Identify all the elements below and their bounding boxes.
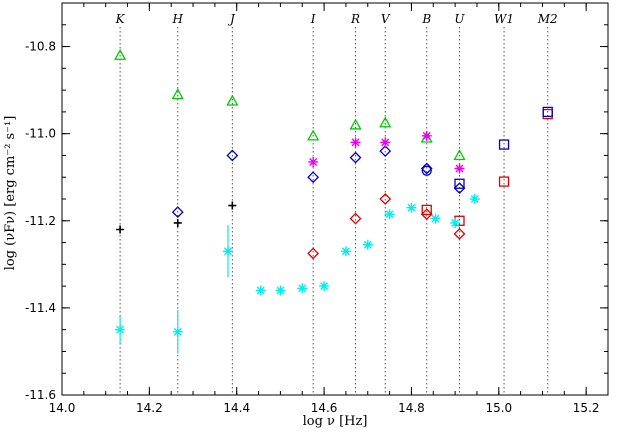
triangle-marker bbox=[171, 88, 184, 100]
x-tick-label: 14.8 bbox=[398, 401, 425, 415]
diamond-marker bbox=[226, 149, 239, 162]
asterisk-marker bbox=[450, 217, 461, 228]
asterisk-marker bbox=[222, 246, 233, 257]
asterisk-marker bbox=[430, 213, 441, 224]
band-label: V bbox=[381, 12, 391, 26]
diamond-marker bbox=[307, 171, 320, 184]
plus-marker bbox=[116, 225, 125, 234]
band-label: B bbox=[421, 12, 431, 26]
band-label: J bbox=[227, 12, 236, 26]
triangle-marker bbox=[307, 129, 320, 141]
y-tick-label: -11.4 bbox=[25, 301, 56, 315]
band-label: U bbox=[454, 12, 465, 26]
triangle-marker bbox=[349, 118, 362, 130]
circle-marker bbox=[421, 165, 432, 176]
band-label: K bbox=[115, 12, 126, 26]
diamond-marker bbox=[379, 145, 392, 158]
triangle-marker bbox=[453, 149, 466, 161]
asterisk-marker bbox=[297, 283, 308, 294]
x-tick-label: 14.6 bbox=[311, 401, 338, 415]
square-marker bbox=[542, 108, 553, 120]
x-tick-label: 15.2 bbox=[573, 401, 600, 415]
axis-ticks: 14.0 14.2 14.4 14.6 14.8 15.0 15.2 -11.6 -11.4 -1… bbox=[25, 2, 609, 415]
asterisk-marker bbox=[380, 137, 391, 148]
asterisk-marker bbox=[340, 246, 351, 257]
asterisk-marker bbox=[308, 156, 319, 167]
asterisk-marker bbox=[454, 163, 465, 174]
square-marker bbox=[454, 178, 465, 189]
band-label: R bbox=[350, 12, 360, 26]
diamond-marker bbox=[349, 151, 362, 164]
diamond-marker bbox=[379, 193, 392, 205]
asterisk-marker bbox=[115, 324, 126, 335]
band-lines: K H J I R V B U W1 M2 bbox=[115, 12, 558, 395]
asterisk-marker bbox=[172, 326, 183, 337]
band-label: I bbox=[310, 12, 316, 26]
diamond-marker bbox=[420, 208, 433, 221]
diamond-marker bbox=[171, 206, 184, 218]
triangle-marker bbox=[226, 94, 239, 106]
x-tick-label: 14.0 bbox=[49, 401, 76, 415]
asterisk-marker bbox=[275, 285, 286, 296]
asterisk-marker bbox=[384, 209, 395, 220]
y-tick-label: -11.6 bbox=[25, 388, 56, 402]
band-label: W1 bbox=[494, 12, 514, 26]
square-marker bbox=[542, 106, 553, 118]
triangle-marker bbox=[113, 48, 127, 60]
square-marker bbox=[421, 204, 432, 216]
diamond-marker bbox=[349, 212, 362, 225]
x-tick-label: 14.2 bbox=[136, 401, 163, 415]
plus-marker bbox=[173, 218, 182, 227]
diamond-marker bbox=[307, 247, 320, 260]
asterisk-marker bbox=[406, 202, 417, 213]
asterisk-marker bbox=[319, 281, 330, 292]
diamond-marker bbox=[453, 182, 466, 195]
data-points bbox=[113, 48, 553, 354]
plus-marker bbox=[228, 201, 237, 210]
square-marker bbox=[498, 176, 510, 187]
x-tick-label: 15.0 bbox=[485, 401, 512, 415]
y-tick-label: -10.8 bbox=[25, 40, 56, 54]
asterisk-marker bbox=[255, 285, 266, 296]
triangle-marker bbox=[379, 116, 392, 128]
y-tick-label: -11.2 bbox=[25, 214, 56, 228]
diamond-marker bbox=[453, 227, 466, 240]
y-tick-label: -11.0 bbox=[25, 127, 56, 141]
asterisk-marker bbox=[350, 137, 361, 148]
x-axis-label: log ν [Hz] bbox=[303, 414, 368, 429]
band-label: M2 bbox=[537, 12, 558, 26]
asterisk-marker bbox=[469, 194, 480, 204]
y-axis-label: log (νFν) [erg cm⁻² s⁻¹] bbox=[3, 116, 18, 271]
x-tick-label: 14.4 bbox=[223, 401, 250, 415]
square-marker bbox=[498, 139, 510, 150]
asterisk-marker bbox=[362, 239, 373, 250]
band-label: H bbox=[172, 12, 184, 26]
asterisk-marker bbox=[421, 130, 432, 141]
plot-frame bbox=[61, 2, 609, 396]
